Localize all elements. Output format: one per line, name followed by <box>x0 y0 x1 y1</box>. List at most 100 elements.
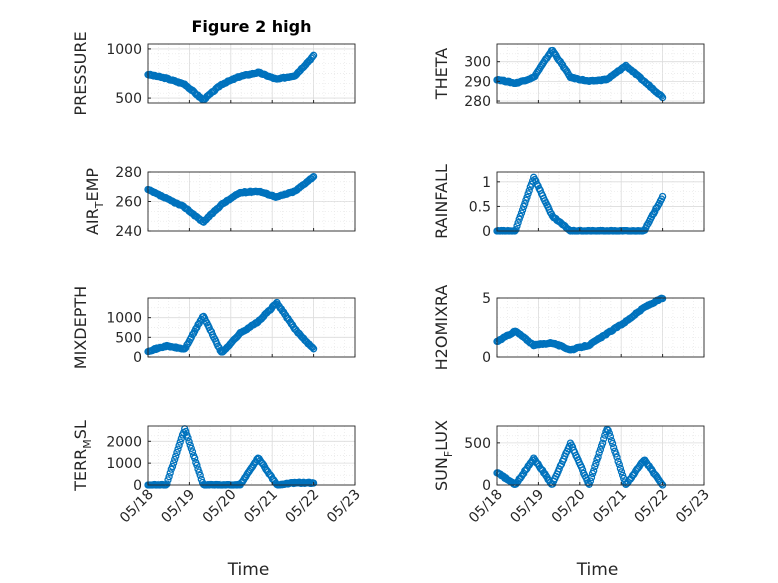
axes-box <box>147 43 356 104</box>
data-point <box>309 345 318 353</box>
y-tick-label: 500 <box>115 91 142 107</box>
subplot-h2omixra: 0 5 H2OMIXRA <box>432 285 705 370</box>
data-point <box>612 450 620 458</box>
data-point <box>185 438 193 446</box>
data-point <box>196 471 204 479</box>
data-point <box>187 444 195 453</box>
data-point <box>551 50 559 58</box>
y-tick-label: 280 <box>115 165 142 181</box>
data-point <box>598 439 607 447</box>
data-point <box>166 469 174 477</box>
data-point <box>608 439 617 448</box>
data-point <box>188 448 197 456</box>
data-point <box>586 477 595 485</box>
data-point <box>195 468 203 476</box>
data-point <box>657 480 666 488</box>
data-point <box>613 453 621 461</box>
axes-box <box>147 425 356 486</box>
y-tick-label: 290 <box>464 74 491 90</box>
data-point <box>525 187 533 195</box>
plot-area <box>497 44 704 103</box>
data-point <box>165 473 173 481</box>
data-point <box>610 443 618 452</box>
y-axis-label: MIXDEPTH <box>71 286 90 369</box>
y-tick-label: 0 <box>482 224 491 240</box>
subplot-pressure: 500 1000 PRESSURE Figure 2 high <box>71 17 356 116</box>
y-tick-label: 0.5 <box>469 199 491 215</box>
axes-box <box>147 297 356 358</box>
data-point <box>258 459 267 468</box>
data-point <box>594 453 602 461</box>
y-tick-label: 1000 <box>106 42 142 58</box>
data-point <box>542 471 550 480</box>
data-point <box>518 206 527 214</box>
data-point <box>308 173 317 182</box>
chart-title: Figure 2 high <box>192 17 312 36</box>
data-point <box>600 435 608 443</box>
data-point <box>181 345 189 353</box>
data-point <box>606 432 615 441</box>
data-point <box>522 466 530 474</box>
y-tick-label: 0 <box>133 350 142 366</box>
data-point <box>518 470 527 479</box>
y-tick-label: 240 <box>115 224 142 240</box>
y-axis-label: TERRMSL <box>71 420 94 492</box>
y-tick-label: 0 <box>482 478 491 494</box>
data-point <box>164 476 172 484</box>
data-point <box>658 192 667 201</box>
axes-box <box>496 297 705 358</box>
x-axis-label: Time <box>227 560 270 580</box>
data-point <box>308 343 317 352</box>
data-point <box>514 219 522 227</box>
data-point <box>605 429 613 437</box>
data-point <box>169 459 178 467</box>
data-point <box>182 427 190 436</box>
data-point <box>285 316 293 325</box>
y-tick-label: 0 <box>133 478 142 494</box>
data-point <box>163 480 171 488</box>
data-point <box>521 199 529 208</box>
data-point <box>587 473 596 482</box>
data-point <box>171 455 179 464</box>
axes-box <box>496 425 705 486</box>
data-point <box>174 445 182 453</box>
data-point <box>585 480 593 488</box>
data-point <box>172 452 180 460</box>
y-axis-label: RAINFALL <box>432 164 451 239</box>
data-point <box>595 449 603 457</box>
data-point <box>309 479 318 487</box>
x-axis-label: Time <box>576 560 619 580</box>
y-tick-label: 1000 <box>106 456 142 472</box>
axes-box <box>496 171 705 232</box>
data-point <box>617 468 626 476</box>
data-point <box>186 441 194 449</box>
data-point <box>657 92 666 100</box>
data-point <box>176 438 184 446</box>
subplot-rainfall: 0 0.5 1 RAINFALL <box>432 164 705 240</box>
y-axis-label: AIRTEMP <box>83 168 106 235</box>
data-point <box>168 462 177 471</box>
data-point <box>557 60 566 68</box>
data-point <box>590 467 598 475</box>
data-point <box>592 459 600 468</box>
y-tick-label: 500 <box>115 330 142 346</box>
subplot-air-temp: 240 260 280 AIRTEMP <box>83 165 356 240</box>
data-point <box>517 209 526 217</box>
data-point <box>658 294 667 303</box>
y-axis-label: SUNFLUX <box>432 420 455 491</box>
y-tick-label: 300 <box>464 55 491 71</box>
data-point <box>193 461 201 469</box>
y-tick-label: 280 <box>464 94 491 110</box>
y-axis-label: THETA <box>432 48 451 100</box>
subplot-theta: 280 290 300 THETA <box>432 43 705 110</box>
data-point <box>307 175 316 183</box>
data-point <box>513 222 521 230</box>
data-point <box>308 53 317 61</box>
y-tick-label: 2000 <box>106 434 142 450</box>
data-point <box>626 475 635 483</box>
y-tick-label: 1000 <box>106 311 142 327</box>
data-point <box>309 51 318 59</box>
data-point <box>596 445 605 454</box>
plot-area <box>497 298 704 357</box>
